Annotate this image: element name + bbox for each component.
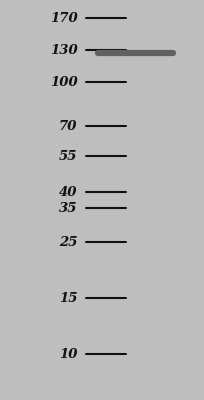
Text: 10: 10 xyxy=(59,348,78,360)
Text: 25: 25 xyxy=(59,236,78,248)
Text: 55: 55 xyxy=(59,150,78,162)
Text: 40: 40 xyxy=(59,186,78,198)
Text: 170: 170 xyxy=(50,12,78,24)
Text: 35: 35 xyxy=(59,202,78,214)
Text: 100: 100 xyxy=(50,76,78,88)
Text: 15: 15 xyxy=(59,292,78,304)
Text: 130: 130 xyxy=(50,44,78,56)
Text: 70: 70 xyxy=(59,120,78,132)
